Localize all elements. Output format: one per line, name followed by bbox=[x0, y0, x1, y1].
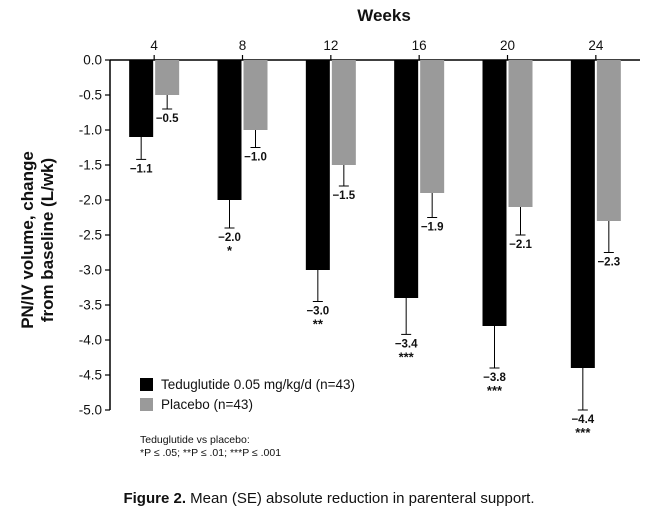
significance-marker: * bbox=[227, 243, 233, 258]
footnote-line2: *P ≤ .05; **P ≤ .01; ***P ≤ .001 bbox=[140, 447, 282, 459]
bar-placebo bbox=[508, 60, 533, 207]
footnote-line1: Teduglutide vs placebo: bbox=[140, 434, 250, 446]
y-tick-label: -1.0 bbox=[79, 123, 102, 138]
legend-label-placebo: Placebo (n=43) bbox=[161, 396, 253, 412]
y-tick-label: -3.5 bbox=[79, 298, 102, 313]
bar-teduglutide bbox=[129, 60, 154, 137]
data-label-teduglutide: −3.0 bbox=[306, 306, 329, 318]
legend-label-teduglutide: Teduglutide 0.05 mg/kg/d (n=43) bbox=[161, 376, 356, 392]
y-tick-label: -4.5 bbox=[79, 368, 102, 383]
data-label-placebo: −2.1 bbox=[509, 239, 532, 251]
bar-placebo bbox=[420, 60, 445, 193]
x-axis-title: Weeks bbox=[357, 6, 411, 25]
y-tick-label: -2.5 bbox=[79, 228, 102, 243]
data-label-placebo: −2.3 bbox=[597, 257, 620, 269]
x-tick-label: 4 bbox=[150, 38, 158, 53]
bar-placebo bbox=[243, 60, 268, 130]
data-label-teduglutide: −2.0 bbox=[218, 232, 241, 244]
x-tick-label: 12 bbox=[323, 38, 338, 53]
figure-caption-text: Mean (SE) absolute reduction in parenter… bbox=[190, 490, 535, 507]
legend-swatch-teduglutide bbox=[140, 377, 153, 391]
data-label-teduglutide: −1.1 bbox=[130, 163, 153, 175]
x-tick-label: 24 bbox=[588, 38, 604, 53]
bar-teduglutide bbox=[570, 60, 595, 368]
significance-marker: ** bbox=[313, 317, 324, 332]
y-tick-label: -0.5 bbox=[79, 88, 102, 103]
data-label-placebo: −1.5 bbox=[332, 190, 355, 202]
bar-teduglutide bbox=[394, 60, 419, 298]
bar-placebo bbox=[155, 60, 180, 95]
y-tick-label: -5.0 bbox=[79, 403, 102, 418]
data-label-placebo: −0.5 bbox=[156, 113, 179, 125]
legend-swatch-placebo bbox=[140, 397, 153, 411]
x-tick-label: 16 bbox=[412, 38, 427, 53]
legend-item-teduglutide: Teduglutide 0.05 mg/kg/d (n=43) bbox=[140, 374, 355, 394]
y-tick-label: -2.0 bbox=[79, 193, 102, 208]
bar-placebo bbox=[596, 60, 621, 221]
data-label-teduglutide: −4.4 bbox=[571, 414, 594, 426]
y-tick-label: 0.0 bbox=[83, 53, 102, 68]
y-tick-label: -4.0 bbox=[79, 333, 102, 348]
legend-item-placebo: Placebo (n=43) bbox=[140, 394, 355, 414]
x-tick-label: 8 bbox=[239, 38, 247, 53]
x-tick-label: 20 bbox=[500, 38, 515, 53]
data-label-placebo: −1.0 bbox=[244, 152, 267, 164]
significance-marker: *** bbox=[575, 425, 591, 440]
legend: Teduglutide 0.05 mg/kg/d (n=43) Placebo … bbox=[140, 374, 355, 414]
y-axis-title: PN/IV volume, change from baseline (L/wk… bbox=[18, 151, 58, 329]
y-axis-title-line2: from baseline (L/wk) bbox=[38, 157, 57, 323]
significance-marker: *** bbox=[487, 383, 503, 398]
bar-teduglutide bbox=[482, 60, 507, 326]
data-label-placebo: −1.9 bbox=[421, 222, 444, 234]
data-label-teduglutide: −3.8 bbox=[483, 372, 506, 384]
bar-teduglutide bbox=[217, 60, 242, 200]
data-label-teduglutide: −3.4 bbox=[395, 338, 418, 350]
footnote: Teduglutide vs placebo: *P ≤ .05; **P ≤ … bbox=[140, 434, 281, 460]
figure-caption: Figure 2. Mean (SE) absolute reduction i… bbox=[0, 490, 658, 507]
y-axis-title-line1: PN/IV volume, change bbox=[18, 151, 37, 329]
significance-marker: *** bbox=[399, 349, 415, 364]
bar-teduglutide bbox=[305, 60, 330, 270]
y-tick-label: -1.5 bbox=[79, 158, 102, 173]
bar-placebo bbox=[331, 60, 356, 165]
y-tick-label: -3.0 bbox=[79, 263, 102, 278]
figure-caption-label: Figure 2. bbox=[123, 490, 186, 507]
